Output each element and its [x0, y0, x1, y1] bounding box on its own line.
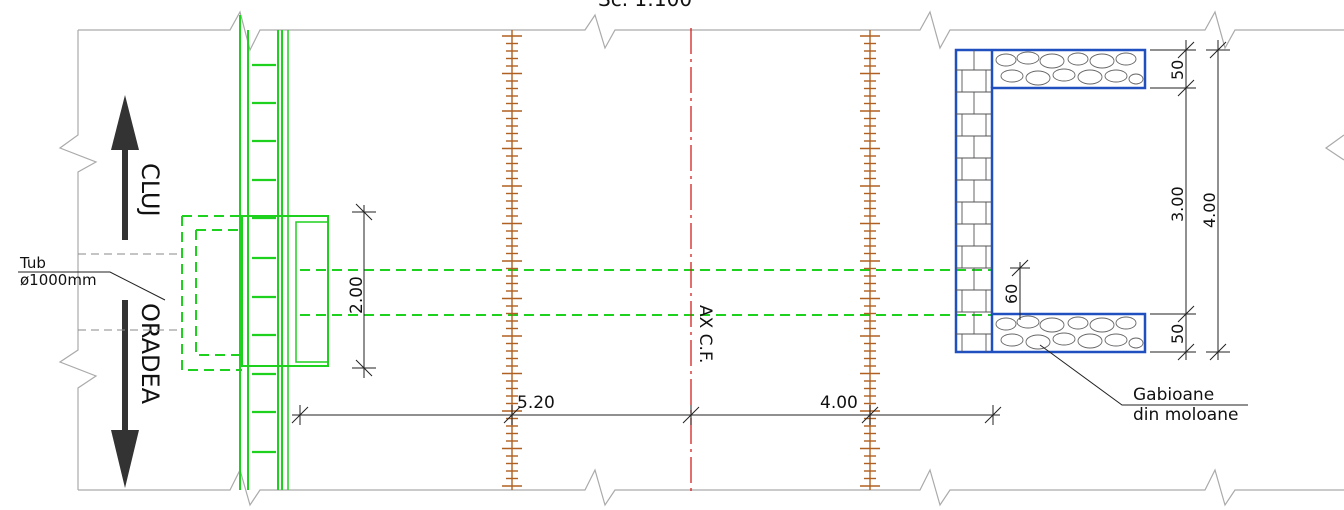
pipe-label-leader: [18, 271, 166, 301]
dimension-label-gabion-top: 50: [1168, 60, 1187, 80]
dimension-label-gabion-total: 4.00: [1200, 192, 1219, 228]
gabion-label-line1: Gabioane: [1133, 385, 1214, 405]
pipe-label-line2: ø1000mm: [20, 271, 97, 289]
dimension-label-gabion-offset: 60: [1002, 284, 1021, 304]
dimension-pipe-width: [352, 203, 376, 378]
gabion-label-line2: din moloane: [1133, 405, 1238, 425]
pipe-label-line1: Tub: [19, 254, 46, 272]
dimension-horizontal: [291, 405, 1002, 425]
dimension-gabion-vertical: [1010, 40, 1230, 361]
dimension-label-gabion-bottom: 50: [1168, 324, 1187, 344]
culvert-structure: [181, 15, 329, 490]
dimension-label-pipe-width: 2.00: [347, 276, 367, 314]
dimension-label-right-span: 4.00: [820, 393, 858, 413]
gabion-structure: [954, 48, 1147, 354]
dimension-label-gabion-middle: 3.00: [1168, 186, 1187, 222]
rail-ruler-right: [860, 30, 880, 490]
direction-arrow-north: [111, 95, 139, 240]
direction-label-oradea: ORADEA: [136, 303, 164, 405]
pipe-axis-lines: [78, 253, 180, 331]
scale-label: Sc. 1:100: [598, 0, 692, 11]
gabion-label-leader: [1039, 344, 1248, 406]
railway-axis-label: AX C.F.: [695, 305, 715, 363]
direction-arrow-south: [111, 300, 139, 488]
direction-label-cluj: CLUJ: [136, 163, 164, 217]
dimension-label-left-span: 5.20: [517, 393, 555, 413]
